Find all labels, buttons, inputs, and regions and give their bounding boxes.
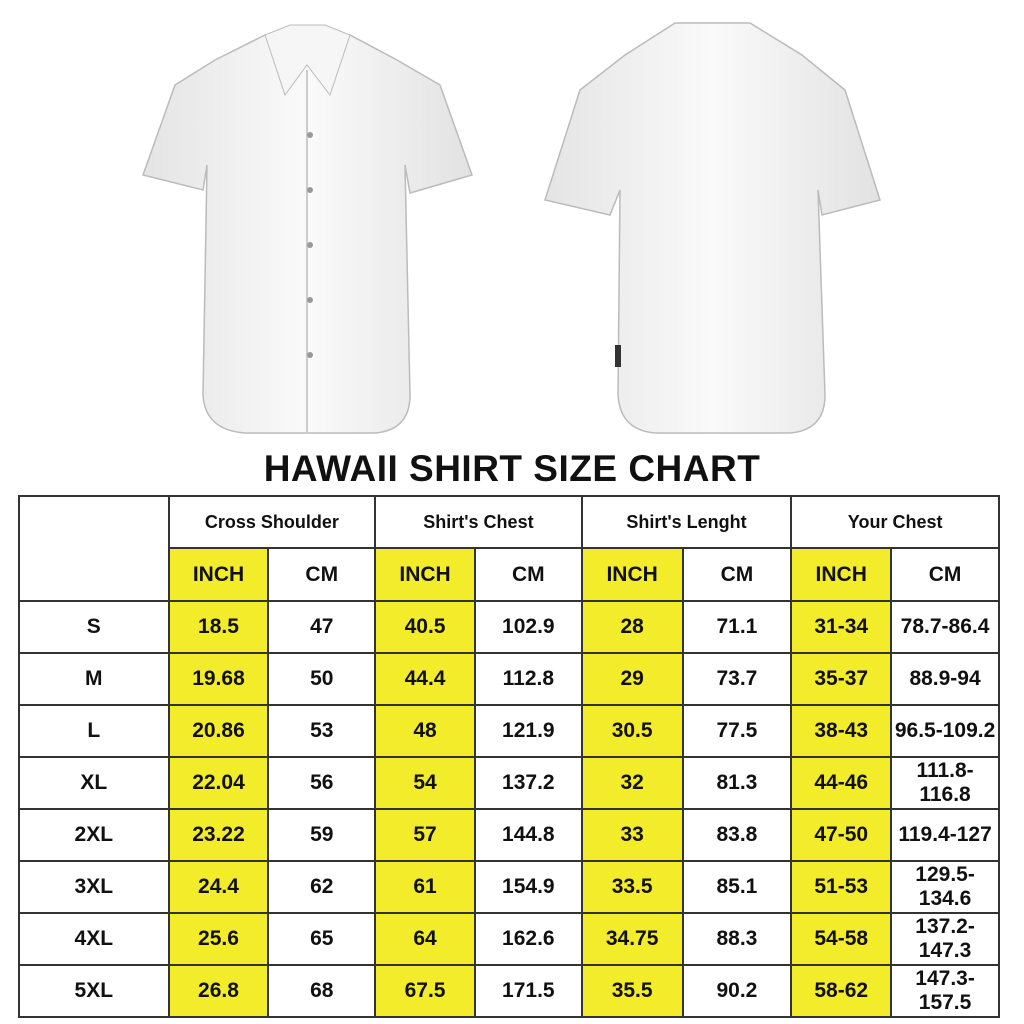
value-cell: 77.5	[681, 704, 793, 758]
size-chart-title: HAWAII SHIRT SIZE CHART	[263, 448, 761, 489]
value-cell: 44-46	[790, 756, 893, 810]
unit-header: CM	[890, 547, 1000, 602]
size-label: 4XL	[18, 912, 170, 966]
unit-header: INCH	[790, 547, 893, 602]
value-cell: 40.5	[374, 600, 476, 654]
group-header-row: Cross Shoulder Shirt's Chest Shirt's Lengh…	[18, 495, 1000, 602]
value-cell: 28	[580, 600, 684, 654]
value-cell: 137.2	[473, 756, 583, 810]
size-chart-table: Cross Shoulder Shirt's Chest Shirt's Lengh…	[18, 495, 1000, 1018]
value-cell: 85.1	[681, 860, 793, 914]
value-cell: 32	[580, 756, 684, 810]
value-cell: 90.2	[681, 964, 793, 1018]
value-cell: 57	[374, 808, 476, 862]
value-cell: 29	[580, 652, 684, 706]
table-row: 5XL 26.8 68 67.5 171.5 35.5 90.2 58-62 147.3-157…	[18, 964, 1000, 1018]
size-label: XL	[18, 756, 170, 810]
value-cell: 23.22	[167, 808, 270, 862]
value-cell: 171.5	[473, 964, 583, 1018]
value-cell: 144.8	[473, 808, 583, 862]
value-cell: 54-58	[790, 912, 893, 966]
unit-header-row: INCH CM INCH CM INCH CM INCH CM	[19, 547, 1000, 602]
value-cell: 25.6	[167, 912, 270, 966]
size-label: M	[18, 652, 170, 706]
value-cell: 64	[374, 912, 476, 966]
value-cell: 81.3	[681, 756, 793, 810]
value-cell: 47-50	[790, 808, 893, 862]
value-cell: 119.4-127	[890, 808, 1000, 862]
corner-cell	[18, 495, 170, 602]
unit-header: INCH	[167, 547, 270, 602]
value-cell: 51-53	[790, 860, 893, 914]
size-label: S	[18, 600, 170, 654]
size-label: 3XL	[18, 860, 170, 914]
value-cell: 129.5-134.6	[890, 860, 1000, 914]
value-cell: 65	[267, 912, 377, 966]
unit-header: CM	[681, 547, 793, 602]
value-cell: 35.5	[580, 964, 684, 1018]
unit-header: CM	[267, 547, 377, 602]
table-row: XL 22.04 56 54 137.2 32 81.3 44-46 111.8-116.8	[18, 756, 1000, 810]
value-cell: 162.6	[473, 912, 583, 966]
group-header: Your Chest	[790, 495, 1000, 549]
table-row: S 18.5 47 40.5 102.9 28 71.1 31-34 78.7-86.4	[18, 600, 1000, 654]
unit-header: CM	[473, 547, 583, 602]
value-cell: 34.75	[580, 912, 684, 966]
group-header: Shirt's Lenght	[580, 495, 793, 549]
value-cell: 83.8	[681, 808, 793, 862]
value-cell: 67.5	[374, 964, 476, 1018]
value-cell: 47	[267, 600, 377, 654]
shirt-front-image	[142, 24, 473, 434]
value-cell: 73.7	[681, 652, 793, 706]
value-cell: 88.3	[681, 912, 793, 966]
value-cell: 102.9	[473, 600, 583, 654]
size-label: 5XL	[18, 964, 170, 1018]
value-cell: 154.9	[473, 860, 583, 914]
value-cell: 59	[267, 808, 377, 862]
value-cell: 62	[267, 860, 377, 914]
value-cell: 68	[267, 964, 377, 1018]
value-cell: 19.68	[167, 652, 270, 706]
table-row: L 20.86 53 48 121.9 30.5 77.5 38-43 96.5-109.2	[18, 704, 1000, 758]
value-cell: 56	[267, 756, 377, 810]
value-cell: 71.1	[681, 600, 793, 654]
value-cell: 61	[374, 860, 476, 914]
value-cell: 53	[267, 704, 377, 758]
group-header: Shirt's Chest	[374, 495, 583, 549]
value-cell: 35-37	[790, 652, 893, 706]
value-cell: 58-62	[790, 964, 893, 1018]
unit-header: INCH	[580, 547, 684, 602]
value-cell: 31-34	[790, 600, 893, 654]
value-cell: 26.8	[167, 964, 270, 1018]
table-row: 2XL 23.22 59 57 144.8 33 83.8 47-50 119.4-127	[18, 808, 1000, 862]
value-cell: 50	[267, 652, 377, 706]
shirt-back-image	[544, 22, 881, 434]
value-cell: 44.4	[374, 652, 476, 706]
size-label: L	[18, 704, 170, 758]
table-row: M 19.68 50 44.4 112.8 29 73.7 35-37 88.9-94	[18, 652, 1000, 706]
value-cell: 96.5-109.2	[890, 704, 1000, 758]
value-cell: 33.5	[580, 860, 684, 914]
unit-header: INCH	[374, 547, 476, 602]
size-label: 2XL	[18, 808, 170, 862]
value-cell: 38-43	[790, 704, 893, 758]
value-cell: 54	[374, 756, 476, 810]
group-header: Cross Shoulder	[167, 495, 377, 549]
value-cell: 24.4	[167, 860, 270, 914]
value-cell: 18.5	[167, 600, 270, 654]
value-cell: 88.9-94	[890, 652, 1000, 706]
value-cell: 121.9	[473, 704, 583, 758]
value-cell: 111.8-116.8	[890, 756, 1000, 810]
table-row: 4XL 25.6 65 64 162.6 34.75 88.3 54-58 137.2-147.…	[18, 912, 1000, 966]
value-cell: 137.2-147.3	[890, 912, 1000, 966]
value-cell: 22.04	[167, 756, 270, 810]
value-cell: 78.7-86.4	[890, 600, 1000, 654]
value-cell: 30.5	[580, 704, 684, 758]
value-cell: 112.8	[473, 652, 583, 706]
value-cell: 20.86	[167, 704, 270, 758]
value-cell: 33	[580, 808, 684, 862]
value-cell: 147.3-157.5	[890, 964, 1000, 1018]
table-row: 3XL 24.4 62 61 154.9 33.5 85.1 51-53 129.5-134.6	[18, 860, 1000, 914]
value-cell: 48	[374, 704, 476, 758]
